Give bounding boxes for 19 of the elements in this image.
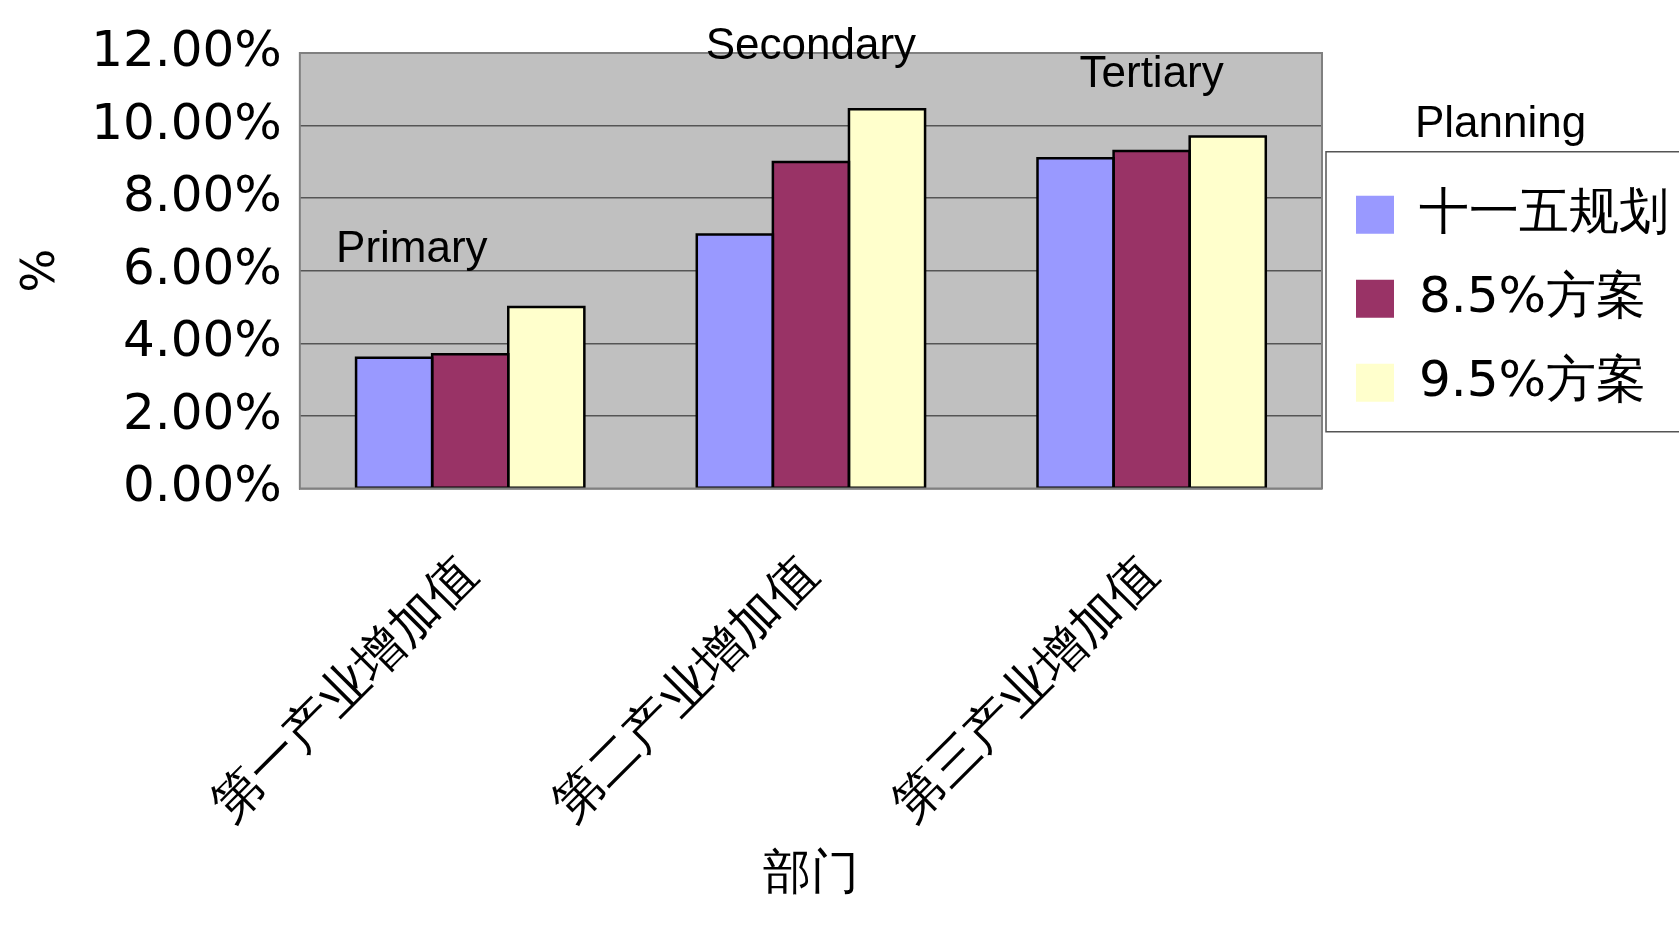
y-tick-label: 6.00%	[123, 237, 282, 296]
y-tick-label: 10.00%	[91, 92, 282, 151]
y-tick-label: 2.00%	[123, 382, 282, 441]
x-tick-label: 第一产业增加值	[199, 544, 488, 833]
y-axis-title: %	[10, 248, 65, 293]
y-tick-label: 8.00%	[123, 165, 282, 224]
y-tick-label: 12.00%	[91, 19, 282, 78]
y-tick-label: 4.00%	[123, 310, 282, 369]
legend-title: Planning	[1414, 97, 1587, 147]
annotation: Tertiary	[1079, 46, 1224, 96]
x-tick-label: 第二产业增加值	[540, 544, 829, 833]
legend-label: 9.5%方案	[1419, 349, 1647, 408]
legend-label: 十一五规划	[1419, 181, 1669, 240]
x-axis-title: 部门	[762, 842, 859, 899]
x-tick-label: 第三产业增加值	[880, 544, 1170, 833]
y-tick-label: 0.00%	[123, 455, 282, 514]
annotation: Primary	[336, 222, 488, 272]
annotation: Secondary	[705, 19, 917, 69]
legend-label: 8.5%方案	[1419, 265, 1647, 324]
